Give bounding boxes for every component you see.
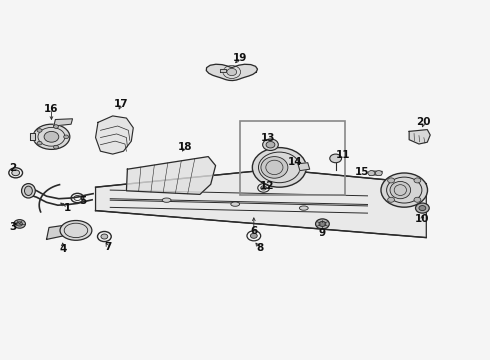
Text: 2: 2 xyxy=(10,163,17,173)
Text: 17: 17 xyxy=(114,99,129,109)
Text: 16: 16 xyxy=(44,104,59,114)
Circle shape xyxy=(375,171,382,176)
Text: 7: 7 xyxy=(104,242,112,252)
Ellipse shape xyxy=(24,186,32,195)
Polygon shape xyxy=(206,64,257,81)
Polygon shape xyxy=(409,130,430,144)
Circle shape xyxy=(368,171,375,176)
Text: 8: 8 xyxy=(256,243,263,253)
Circle shape xyxy=(319,221,326,226)
Ellipse shape xyxy=(252,148,306,187)
Ellipse shape xyxy=(390,181,411,199)
Polygon shape xyxy=(47,225,66,239)
Circle shape xyxy=(12,170,20,176)
Circle shape xyxy=(227,68,237,76)
Circle shape xyxy=(416,203,429,213)
Ellipse shape xyxy=(22,184,35,198)
Circle shape xyxy=(53,125,58,128)
Text: 18: 18 xyxy=(178,142,193,152)
Text: 20: 20 xyxy=(416,117,431,127)
Polygon shape xyxy=(30,133,35,140)
Text: 6: 6 xyxy=(250,226,257,237)
Text: 14: 14 xyxy=(288,157,303,167)
Circle shape xyxy=(414,197,421,202)
Ellipse shape xyxy=(44,131,59,142)
Circle shape xyxy=(263,139,278,150)
Circle shape xyxy=(17,222,23,226)
Text: 4: 4 xyxy=(59,244,67,254)
Circle shape xyxy=(261,186,267,190)
Polygon shape xyxy=(298,163,310,171)
Polygon shape xyxy=(54,119,73,126)
Circle shape xyxy=(266,141,275,148)
Circle shape xyxy=(64,135,69,139)
Circle shape xyxy=(316,219,329,229)
Circle shape xyxy=(101,234,108,239)
Polygon shape xyxy=(126,157,216,194)
Circle shape xyxy=(37,129,42,132)
Ellipse shape xyxy=(33,124,70,149)
Text: 13: 13 xyxy=(261,132,276,143)
Text: 19: 19 xyxy=(233,53,247,63)
Text: 5: 5 xyxy=(80,195,87,206)
Polygon shape xyxy=(369,171,382,175)
Circle shape xyxy=(388,178,394,183)
Text: 10: 10 xyxy=(415,213,430,224)
Circle shape xyxy=(330,154,342,163)
Ellipse shape xyxy=(381,173,427,207)
Text: 9: 9 xyxy=(319,228,326,238)
Polygon shape xyxy=(96,116,133,154)
Circle shape xyxy=(53,145,58,149)
Circle shape xyxy=(414,178,421,183)
Text: 15: 15 xyxy=(354,167,369,177)
Circle shape xyxy=(419,206,426,211)
Text: 12: 12 xyxy=(260,181,274,191)
Text: 3: 3 xyxy=(10,222,17,232)
Text: 1: 1 xyxy=(64,203,71,213)
Polygon shape xyxy=(220,69,226,72)
Bar xyxy=(240,121,345,195)
Circle shape xyxy=(14,220,25,228)
Circle shape xyxy=(388,197,394,202)
Text: 11: 11 xyxy=(336,150,350,160)
Polygon shape xyxy=(96,169,426,238)
Circle shape xyxy=(37,141,42,145)
Ellipse shape xyxy=(231,202,240,206)
Ellipse shape xyxy=(60,220,92,240)
Circle shape xyxy=(250,233,257,238)
Ellipse shape xyxy=(299,206,308,210)
Ellipse shape xyxy=(261,157,288,178)
Ellipse shape xyxy=(162,198,171,202)
